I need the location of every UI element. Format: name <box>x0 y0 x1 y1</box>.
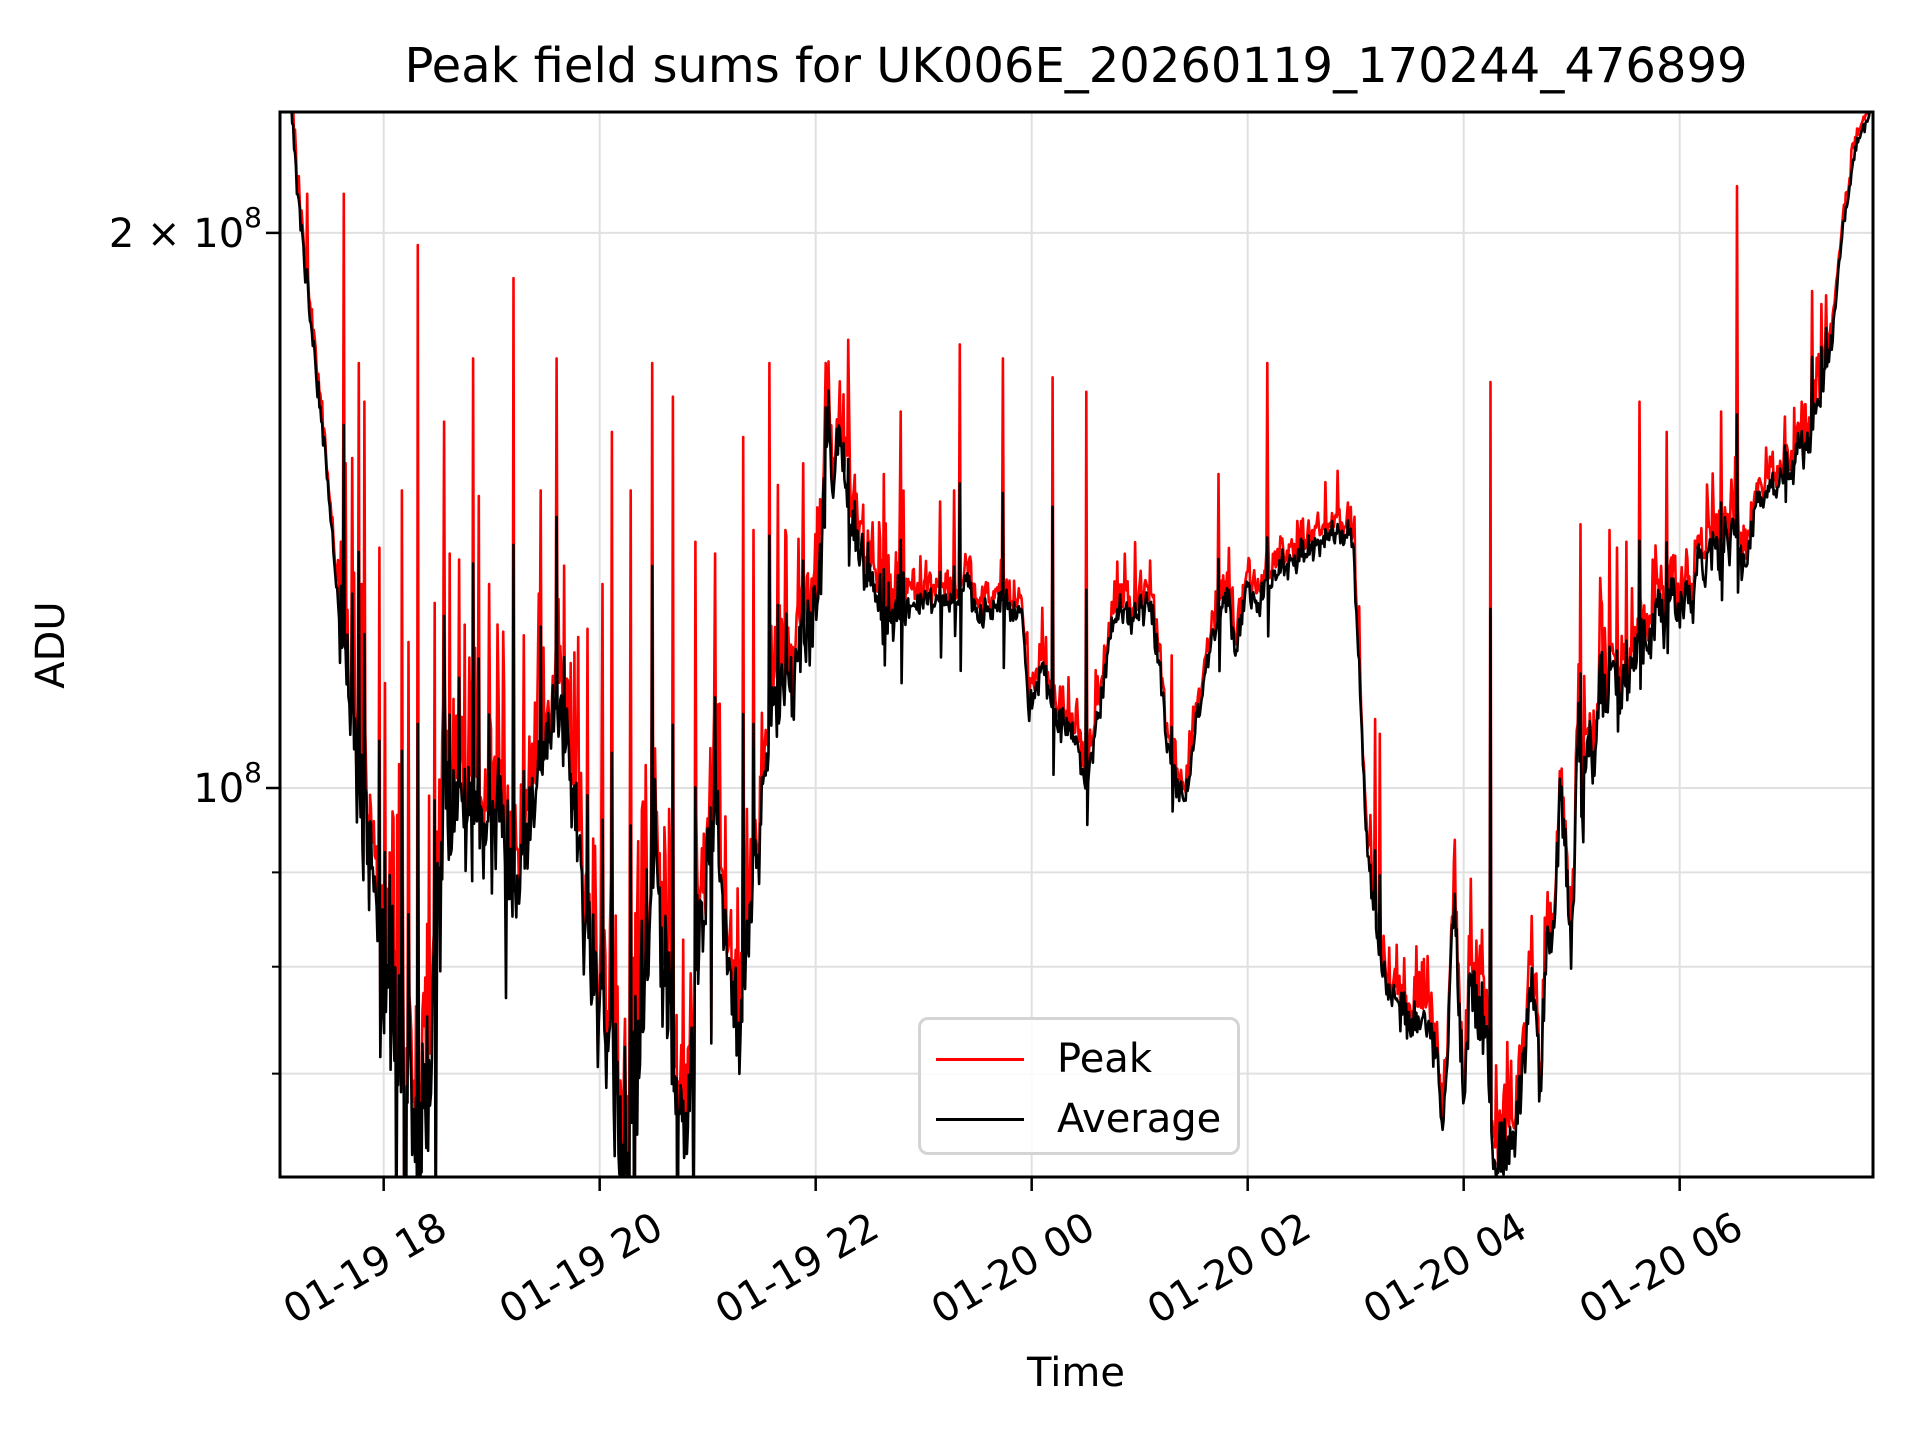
legend-item-average: Average <box>936 1089 1237 1149</box>
legend: Peak Average <box>918 1017 1240 1155</box>
legend-label-average: Average <box>1057 1096 1222 1142</box>
y-tick-label: 108 <box>193 756 262 812</box>
x-axis-label: Time <box>1026 1350 1125 1396</box>
y-axis-label: ADU <box>28 601 74 688</box>
average-line-sample <box>936 1117 1024 1121</box>
legend-item-peak: Peak <box>936 1029 1237 1089</box>
x-tick-label: 01-19 18 <box>276 1204 455 1334</box>
average-series-line <box>290 112 1873 1177</box>
x-tick-label: 01-19 22 <box>708 1204 887 1334</box>
x-tick-label: 01-20 06 <box>1572 1204 1751 1334</box>
x-tick-label: 01-20 04 <box>1356 1204 1535 1334</box>
axis-ticks <box>266 231 1681 1191</box>
plot-frame <box>278 110 1875 1179</box>
x-tick-label: 01-20 00 <box>924 1204 1103 1334</box>
gridlines <box>280 112 1873 1177</box>
y-tick-label: 2 × 108 <box>109 201 262 257</box>
legend-label-peak: Peak <box>1057 1036 1152 1082</box>
x-tick-label: 01-20 02 <box>1140 1204 1319 1334</box>
chart-title: Peak field sums for UK006E_20260119_1702… <box>404 38 1747 94</box>
x-tick-label: 01-19 20 <box>492 1204 671 1334</box>
peak-line-sample <box>936 1057 1024 1061</box>
